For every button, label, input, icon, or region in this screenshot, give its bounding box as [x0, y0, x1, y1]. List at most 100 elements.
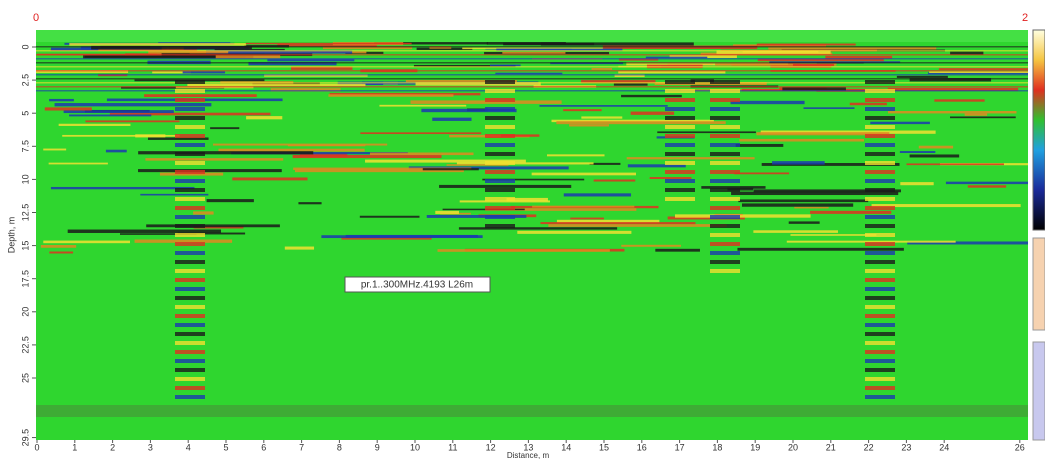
reflection [655, 248, 700, 252]
hyperbola-band [485, 152, 515, 156]
y-axis-label: Depth, m [6, 217, 16, 254]
hyperbola-band [175, 332, 205, 336]
annotation-box [344, 276, 491, 293]
reflection [810, 210, 892, 214]
reflection [825, 55, 893, 59]
x-tick-label: 2 [110, 442, 115, 452]
hyperbola-band [865, 287, 895, 291]
reflection [945, 181, 1028, 185]
surface-band [36, 82, 1028, 84]
reflection [950, 116, 1016, 119]
reflection [146, 224, 280, 228]
reflection [569, 124, 609, 127]
reflection [756, 132, 890, 136]
reflection [938, 68, 1028, 70]
surface-band [36, 46, 1028, 48]
hyperbola-band [175, 233, 205, 237]
reflection [540, 222, 696, 225]
hyperbola-band [865, 341, 895, 345]
surface-band [36, 62, 1028, 64]
reflection [292, 154, 442, 159]
surface-band [36, 54, 1028, 56]
hyperbola-band [865, 359, 895, 363]
hyperbola-band [665, 170, 695, 174]
reflection [581, 116, 623, 119]
x-tick-label: 20 [788, 442, 798, 452]
hyperbola-band [485, 125, 515, 129]
x-tick-label: 13 [523, 442, 533, 452]
y-tick-label: 20 [20, 307, 30, 317]
reflection [489, 64, 521, 67]
reflection [284, 246, 315, 250]
amplitude-panel[interactable] [1032, 237, 1045, 331]
reflection [345, 234, 478, 238]
hyperbola-band [865, 296, 895, 300]
hyperbola-band [175, 107, 205, 111]
hyperbola-band [865, 332, 895, 336]
x-tick-label: 10 [410, 442, 420, 452]
reflection [439, 184, 572, 188]
surface-band [36, 66, 1028, 68]
reflection [206, 50, 353, 54]
x-tick-label: 19 [750, 442, 760, 452]
hyperbola-band [710, 125, 740, 129]
reflection [581, 80, 656, 84]
reflection [485, 208, 637, 211]
hyperbola-band [865, 215, 895, 219]
reflection [734, 172, 790, 175]
reflection [210, 127, 240, 130]
reflection [328, 94, 454, 97]
reflection [517, 230, 632, 234]
reflection [870, 121, 930, 125]
hyperbola-band [665, 80, 695, 84]
reflection [896, 75, 948, 78]
reflection [909, 154, 960, 158]
hyperbola-band [865, 107, 895, 111]
reflection [967, 185, 1007, 188]
hyperbola-band [865, 80, 895, 84]
reflection [735, 143, 784, 147]
hyperbola-band [865, 314, 895, 318]
reflection [753, 230, 838, 233]
hyperbola-band [485, 206, 515, 210]
surface-band [36, 50, 1028, 52]
reflection [435, 210, 459, 214]
x-tick-label: 24 [939, 442, 949, 452]
reflection [329, 92, 481, 96]
reflection [121, 86, 225, 89]
hyperbola-band [485, 224, 515, 228]
reflection [231, 152, 408, 155]
reflection [299, 153, 348, 157]
reflection [907, 241, 1028, 245]
hyperbola-band [865, 152, 895, 156]
hyperbola-band [485, 170, 515, 174]
hyperbola-band [710, 233, 740, 237]
reflection [964, 113, 988, 116]
reflection [50, 186, 195, 190]
reflection [532, 205, 635, 208]
hyperbola-band [175, 260, 205, 264]
reflection [701, 186, 766, 189]
hyperbola-band [485, 161, 515, 165]
reflection [58, 123, 131, 126]
hyperbola-band [485, 143, 515, 147]
reflection [140, 193, 209, 196]
reflection [900, 182, 934, 186]
color-bar[interactable] [1032, 29, 1045, 231]
hyperbola-band [710, 242, 740, 246]
spectrum-panel[interactable] [1032, 341, 1045, 441]
reflection [591, 67, 613, 70]
hyperbola-band [865, 233, 895, 237]
x-tick-label: 8 [337, 442, 342, 452]
hyperbola-band [175, 224, 205, 228]
reflection [739, 138, 865, 142]
hyperbola-band [665, 188, 695, 192]
reflection [456, 162, 594, 165]
hyperbola-band [710, 224, 740, 228]
reflection [888, 111, 1017, 114]
hyperbola-band [175, 116, 205, 120]
hyperbola-band [710, 107, 740, 111]
reflection [782, 87, 846, 91]
reflection [803, 107, 855, 109]
